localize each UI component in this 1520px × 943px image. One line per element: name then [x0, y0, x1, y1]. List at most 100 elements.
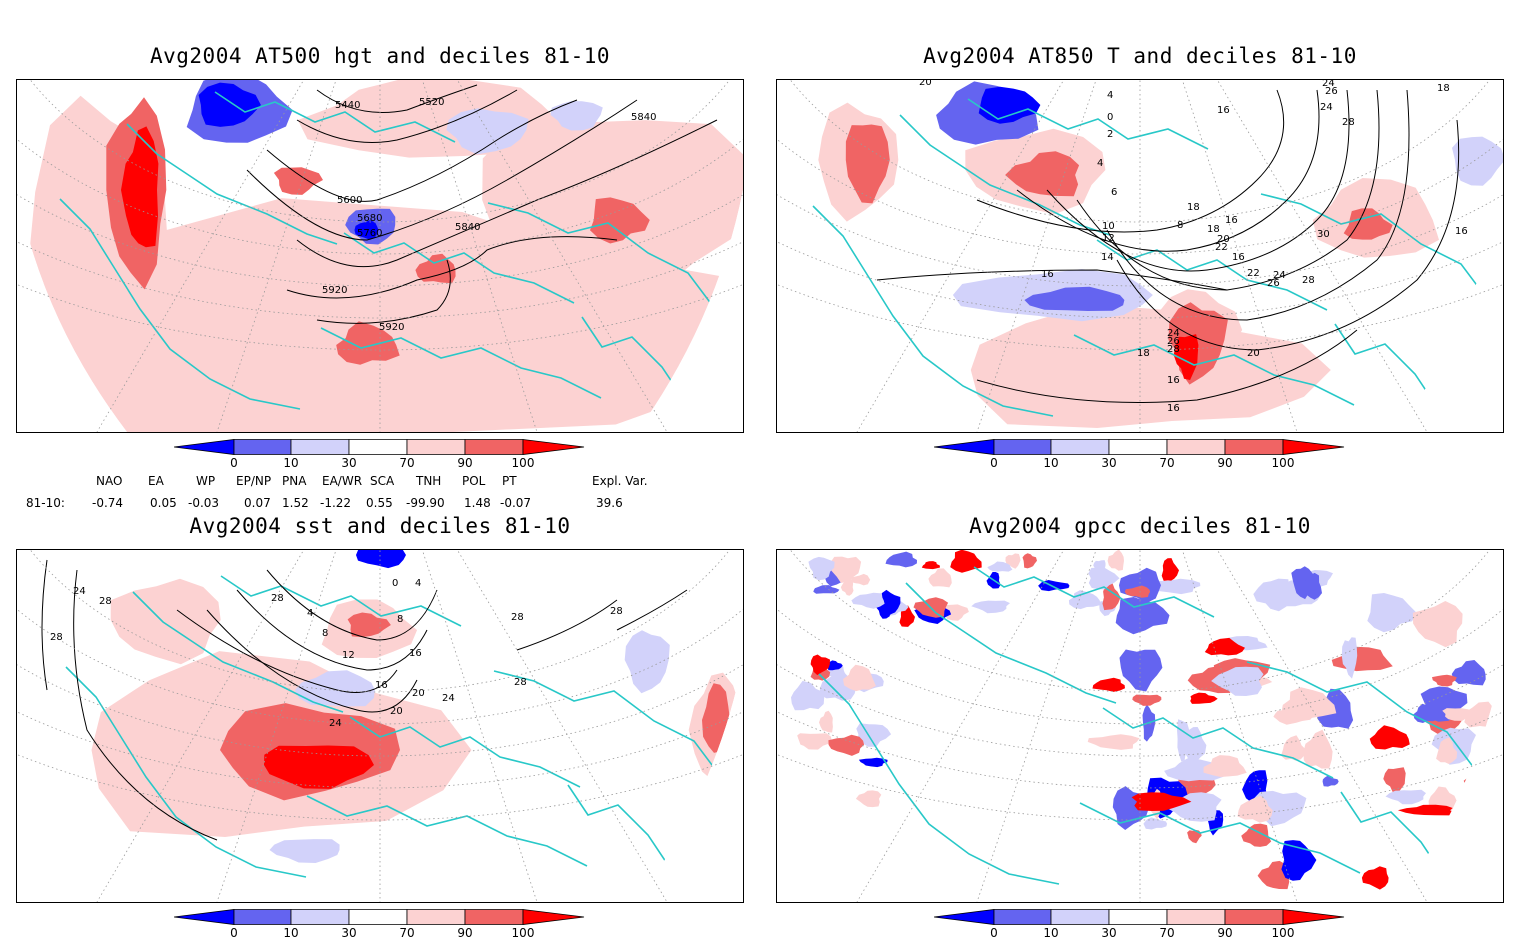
decile-area: [819, 710, 833, 733]
decile-area: [1124, 585, 1151, 598]
colorbar-segment: [290, 909, 350, 925]
coastline: [306, 795, 588, 867]
decile-area: [1087, 734, 1140, 750]
contour-labels: 5440 5520 5840 5600 5680 5760 5840 5920 5920: [322, 97, 656, 333]
coastline: [214, 91, 456, 143]
contour-label: 5440: [335, 100, 360, 111]
contour-label: 30: [1317, 229, 1330, 240]
decile-area: [885, 551, 917, 568]
colorbar-segment: [934, 909, 995, 925]
coastline: [343, 232, 575, 304]
decile-area: [1161, 558, 1179, 581]
decile-area: [1273, 709, 1313, 725]
decile-area: [1005, 553, 1021, 569]
decile-area: [354, 220, 379, 240]
contour-label: 5840: [455, 222, 480, 233]
teleconnection-value: 0.07: [244, 496, 271, 510]
colorbar-tick-label: 30: [341, 456, 357, 470]
decile-area: [1397, 804, 1454, 816]
colorbar-segment: [1166, 909, 1226, 925]
contour-label: 20: [919, 80, 932, 88]
contour-labels: 28242828242848121620202424282804816: [50, 550, 623, 729]
contour-label: 28: [271, 593, 284, 604]
decile-area: [1068, 590, 1102, 610]
contour-label: 22: [1215, 242, 1228, 253]
teleconnection-header: NAO: [96, 474, 123, 488]
teleconnection-header: Expl. Var.: [592, 474, 648, 488]
teleconnection-value: -99.90: [406, 496, 445, 510]
contour-label: 24: [1167, 328, 1180, 339]
colorbar-tick-label: 90: [1217, 926, 1233, 940]
decile-area: [590, 197, 650, 244]
contour-label: 4: [307, 608, 313, 619]
decile-area: [1385, 789, 1426, 805]
decile-area: [1024, 286, 1125, 311]
latitude-circle: [777, 283, 1503, 351]
latitude-circle: [777, 664, 1503, 757]
map-mask-left: [777, 190, 887, 432]
latitude-circle: [777, 753, 1503, 821]
colorbar-tick-label: 90: [457, 456, 473, 470]
teleconnection-value-row: 81-10: -0.74 0.05 -0.03 0.07 1.52 -1.22 0.55 -99…: [20, 496, 740, 512]
colorbar-segment: [1282, 439, 1345, 455]
contour-label: 5840: [631, 112, 656, 123]
decile-area: [269, 839, 340, 863]
contour-line: [246, 99, 638, 241]
decile-area: [1203, 755, 1247, 777]
coastline: [487, 202, 719, 314]
decile-shading: [26, 80, 743, 432]
coastline: [1096, 239, 1328, 311]
meridian-line: [216, 80, 337, 432]
decile-area: [1187, 829, 1202, 844]
meridian-line: [856, 80, 1065, 432]
map-mask-right: [637, 660, 743, 902]
colorbar-segment: [934, 439, 995, 455]
decile-area: [356, 550, 406, 569]
decile-area: [1442, 708, 1477, 721]
coastline: [812, 205, 1054, 417]
contour-label: 5600: [337, 195, 362, 206]
colorbar-tick-label: 10: [1043, 926, 1059, 940]
colorbar-segment: [233, 909, 292, 925]
map-sst: 28242828242848121620202424282804816: [17, 550, 743, 902]
decile-area: [1341, 637, 1358, 679]
colorbar-segment: [1108, 439, 1168, 455]
contour-label: 0: [392, 578, 398, 589]
coastline: [59, 198, 301, 410]
decile-area: [928, 568, 952, 588]
colorbar-tick-label: 0: [230, 456, 238, 470]
decile-area: [1241, 823, 1272, 847]
teleconnection-value: -0.74: [92, 496, 124, 510]
contour-line: [176, 609, 398, 693]
decile-area: [971, 600, 1010, 614]
contour-label: 4: [1097, 158, 1103, 169]
contour-label: 24: [59, 550, 72, 553]
map-mask-left: [777, 660, 887, 902]
decile-area: [273, 167, 323, 195]
colorbar-tick-label: 70: [1159, 456, 1175, 470]
decile-area: [1237, 795, 1273, 823]
meridian-line: [421, 550, 538, 902]
decile-area: [921, 561, 940, 570]
teleconnection-value: 1.52: [282, 496, 309, 510]
meridian-line: [96, 550, 305, 902]
contour-label: 24: [1320, 102, 1333, 113]
contour-label: 4: [415, 578, 421, 589]
contours: [41, 559, 688, 841]
teleconnection-value: -1.22: [320, 496, 352, 510]
contour-line: [266, 99, 578, 202]
decile-area: [1107, 550, 1124, 571]
meridian-line: [456, 80, 668, 432]
contour-label: 5920: [322, 285, 347, 296]
decile-area: [840, 579, 854, 596]
decile-area: [808, 556, 835, 581]
colorbar-scale: [174, 439, 585, 455]
colorbar-scale: [174, 909, 585, 925]
decile-area: [1343, 208, 1393, 240]
decile-area: [828, 734, 865, 756]
decile-area: [550, 101, 603, 131]
colorbar-sst: 0 10 30 70 90 100: [174, 909, 594, 943]
map-panel-sst: 28242828242848121620202424282804816: [16, 549, 744, 903]
decile-area: [942, 604, 969, 621]
